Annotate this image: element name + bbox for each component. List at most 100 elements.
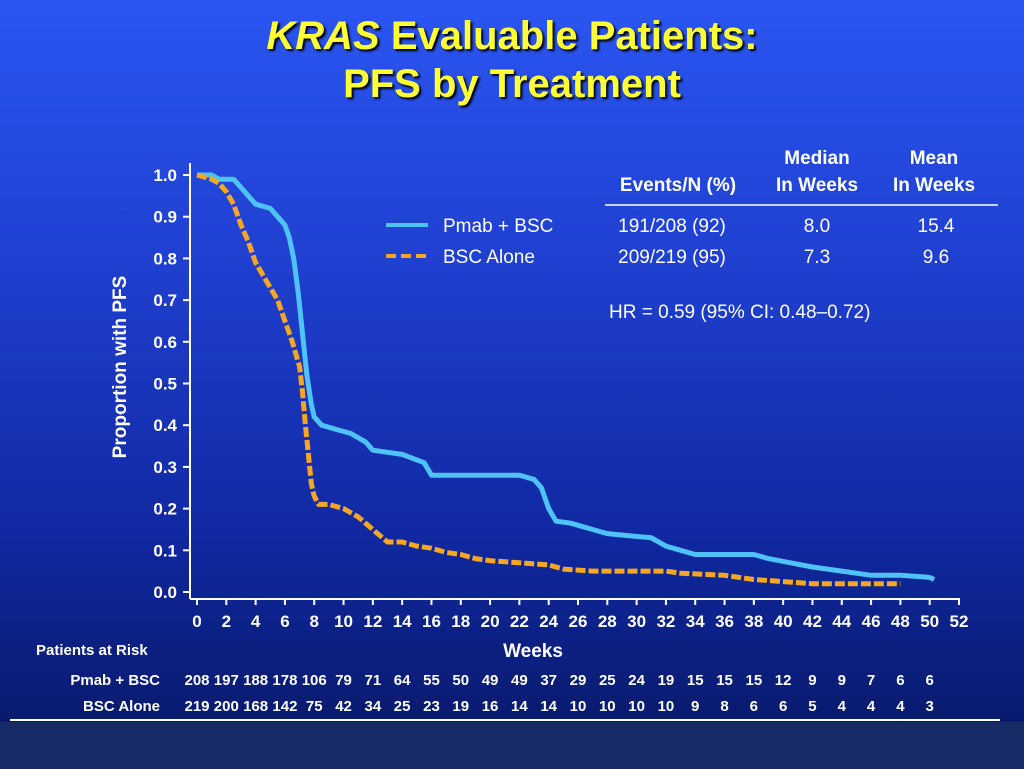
risk-value: 5: [808, 698, 816, 715]
x-tick-label: 22: [510, 612, 529, 631]
x-tick-label: 0: [192, 612, 201, 631]
risk-value: 3: [926, 698, 934, 715]
legend-median-pmab: 8.0: [804, 216, 830, 237]
hazard-ratio: HR = 0.59 (95% CI: 0.48–0.72): [609, 302, 870, 323]
risk-value: 10: [570, 698, 587, 715]
series-line-bsc: [196, 172, 901, 587]
risk-value: 23: [423, 698, 440, 715]
legend-header-median-1: Median: [784, 148, 849, 169]
risk-value: 4: [867, 698, 876, 715]
risk-value: 14: [540, 698, 557, 715]
risk-value: 15: [746, 672, 763, 689]
y-tick-label: 0.9: [153, 208, 177, 227]
risk-value: 4: [838, 698, 847, 715]
y-tick-label: 0.5: [153, 375, 177, 394]
risk-value: 64: [394, 672, 411, 689]
x-tick-label: 2: [222, 612, 231, 631]
legend-mean-pmab: 15.4: [918, 216, 955, 237]
x-tick-label: 24: [539, 612, 558, 631]
risk-value: 219: [184, 698, 209, 715]
title-line-2: PFS by Treatment: [343, 62, 681, 106]
risk-value: 19: [452, 698, 469, 715]
risk-value: 6: [926, 672, 934, 689]
y-tick-label: 0.0: [153, 583, 177, 602]
y-tick-label: 0.2: [153, 500, 177, 519]
risk-value: 7: [867, 672, 875, 689]
risk-value: 142: [272, 698, 297, 715]
legend-events-pmab: 191/208 (92): [618, 216, 726, 237]
title-line-1: KRAS Evaluable Patients:: [0, 12, 1024, 60]
series-line-pmab: [197, 172, 936, 582]
x-tick-label: 4: [251, 612, 261, 631]
risk-value: 6: [750, 698, 758, 715]
y-tick-label: 0.6: [153, 333, 177, 352]
risk-value: 37: [540, 672, 557, 689]
y-tick-label: 1.0: [153, 166, 177, 185]
risk-value: 14: [511, 698, 528, 715]
risk-value: 197: [214, 672, 239, 689]
risk-value: 25: [599, 672, 616, 689]
risk-value: 188: [243, 672, 268, 689]
risk-values: 208 197 188 178 106 79 71 64 55 50 49 49 37 29 25 24 19 1…: [184, 672, 933, 715]
risk-value: 55: [423, 672, 440, 689]
risk-value: 75: [306, 698, 323, 715]
legend-name-bsc: BSC Alone: [443, 247, 535, 268]
risk-value: 29: [570, 672, 587, 689]
risk-value: 71: [365, 672, 382, 689]
curves: [196, 172, 936, 587]
slide-title: KRAS Evaluable Patients: PFS by Treatmen…: [0, 12, 1024, 108]
y-tick-label: 0.8: [153, 249, 177, 268]
risk-value: 12: [775, 672, 792, 689]
x-tick-label: 6: [280, 612, 289, 631]
x-ticks: 0 2 4 6 8 10 12 14 16 18 20 22 24 26 28 30 32 34 36 38 40 42 4…: [192, 599, 968, 631]
x-axis-label: Weeks: [503, 641, 563, 662]
x-tick-label: 28: [598, 612, 617, 631]
risk-value: 42: [335, 698, 352, 715]
x-tick-label: 36: [715, 612, 734, 631]
risk-value: 9: [808, 672, 816, 689]
x-tick-label: 12: [363, 612, 382, 631]
legend-header-median-2: In Weeks: [776, 175, 858, 196]
x-tick-label: 44: [832, 612, 851, 631]
x-tick-label: 32: [656, 612, 675, 631]
risk-value: 15: [687, 672, 704, 689]
risk-value: 24: [628, 672, 645, 689]
risk-value: 4: [896, 698, 905, 715]
y-tick-label: 0.3: [153, 458, 177, 477]
x-tick-label: 42: [803, 612, 822, 631]
x-tick-label: 10: [334, 612, 353, 631]
risk-value: 49: [482, 672, 499, 689]
risk-value: 10: [599, 698, 616, 715]
x-tick-label: 50: [920, 612, 939, 631]
risk-value: 178: [272, 672, 297, 689]
risk-row-label-bsc: BSC Alone: [83, 698, 160, 715]
risk-value: 8: [720, 698, 728, 715]
risk-table-title: Patients at Risk: [36, 642, 148, 659]
risk-value: 16: [482, 698, 499, 715]
risk-row-label-pmab: Pmab + BSC: [70, 672, 160, 689]
x-tick-label: 18: [451, 612, 470, 631]
y-ticks: 0.0 0.1 0.2 0.3 0.4 0.5 0.6 0.7 0.8 0.9 1.0: [153, 166, 190, 602]
legend-median-bsc: 7.3: [804, 247, 830, 268]
x-tick-label: 30: [627, 612, 646, 631]
x-tick-label: 38: [744, 612, 763, 631]
risk-value: 49: [511, 672, 528, 689]
risk-value: 79: [335, 672, 352, 689]
x-tick-label: 14: [393, 612, 412, 631]
x-tick-label: 8: [309, 612, 318, 631]
risk-value: 6: [779, 698, 787, 715]
risk-value: 19: [658, 672, 675, 689]
x-tick-label: 34: [686, 612, 705, 631]
bottom-band: [0, 722, 1024, 769]
risk-value: 34: [365, 698, 382, 715]
risk-value: 9: [691, 698, 699, 715]
risk-value: 208: [184, 672, 209, 689]
y-tick-label: 0.7: [153, 291, 177, 310]
risk-value: 50: [452, 672, 469, 689]
y-tick-label: 0.1: [153, 541, 177, 560]
risk-value: 168: [243, 698, 268, 715]
y-tick-label: 0.4: [153, 416, 177, 435]
risk-value: 6: [896, 672, 904, 689]
x-tick-label: 26: [569, 612, 588, 631]
